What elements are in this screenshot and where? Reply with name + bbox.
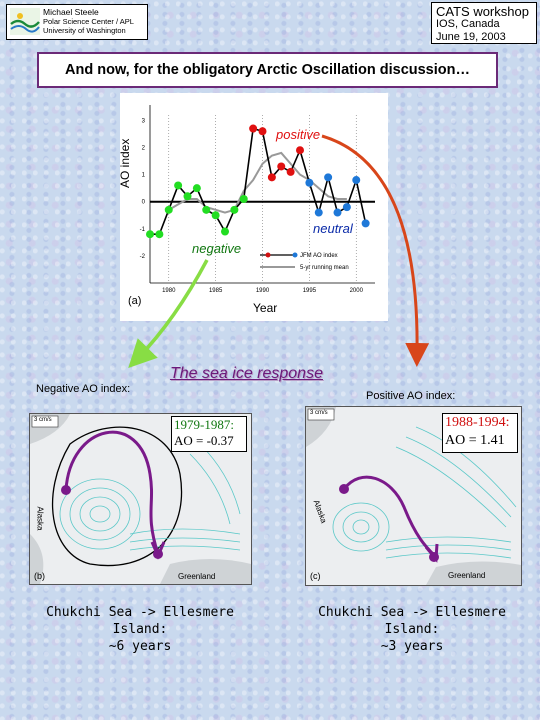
y-tick-label: 1 <box>142 173 146 179</box>
running-mean-line <box>168 151 347 214</box>
ao-chart-panel: 1980 1985 1990 1995 2000 -2 -1 0 1 2 3 JFM AO inde… <box>118 93 388 321</box>
neutral-label: neutral <box>313 221 353 236</box>
y-tick-label: 2 <box>142 146 146 152</box>
author-university: University of Washington <box>43 26 126 35</box>
data-point-blue <box>324 173 333 182</box>
greenland-label-b: Greenland <box>178 572 216 581</box>
scale-label-c: 3 cm/s <box>310 410 328 416</box>
author-affiliation: Polar Science Center / APL <box>43 17 134 26</box>
y-tick-label: 3 <box>142 118 146 124</box>
x-tick-label: 1985 <box>209 288 223 294</box>
positive-caption-route: Chukchi Sea -> Ellesmere Island: <box>318 605 506 637</box>
period-ao-b: AO = -0.37 <box>174 433 234 448</box>
slide-title: And now, for the obligatory Arctic Oscil… <box>37 52 498 88</box>
period-years-b: 1979-1987: <box>174 417 234 432</box>
data-point-green <box>174 181 183 190</box>
legend-marker-red <box>265 252 271 258</box>
data-point-blue <box>314 208 323 217</box>
negative-ao-heading: Negative AO index: <box>36 383 131 395</box>
positive-arrow <box>321 134 430 367</box>
x-tick-label: 1980 <box>162 288 176 294</box>
x-tick-label: 1990 <box>256 288 270 294</box>
positive-caption-duration: ~3 years <box>380 639 444 654</box>
greenland-label-c: Greenland <box>448 571 486 580</box>
period-box-c: 1988-1994: AO = 1.41 <box>442 413 518 453</box>
data-point-blue <box>352 176 361 185</box>
legend-marker-blue <box>292 252 298 258</box>
data-point-blue <box>361 219 370 228</box>
legend-label-mean: 5-yr running mean <box>300 265 349 271</box>
data-point-green <box>202 205 211 214</box>
data-point-red <box>249 124 258 133</box>
event-name: CATS workshop <box>436 4 529 19</box>
event-location: IOS, Canada <box>436 18 500 30</box>
data-point-red <box>258 127 267 136</box>
x-tick-label: 2000 <box>350 288 364 294</box>
data-point-red <box>277 162 286 171</box>
negative-arrow <box>128 259 209 369</box>
negative-ao-drift-map: 3 cm/s 1979-1987: AO = -0.37 Alaska Gree… <box>29 413 252 585</box>
positive-label: positive <box>276 127 321 142</box>
data-point-green <box>155 230 164 239</box>
event-date: June 19, 2003 <box>436 31 506 43</box>
ao-index-chart: 1980 1985 1990 1995 2000 -2 -1 0 1 2 3 JFM AO inde… <box>140 105 375 294</box>
data-point-green <box>221 227 229 236</box>
x-axis-label: Year <box>253 301 278 315</box>
y-tick-label: 0 <box>142 200 146 206</box>
period-years-c: 1988-1994: <box>445 415 510 430</box>
data-point-blue <box>305 178 314 187</box>
data-point-green <box>146 230 154 239</box>
chart-panel-label: (a) <box>128 295 142 307</box>
drift-map-b <box>30 414 251 584</box>
author-box: Michael Steele Polar Science Center / AP… <box>6 4 148 40</box>
y-tick-label: -1 <box>140 227 146 233</box>
panel-label-c: (c) <box>310 571 321 581</box>
data-point-blue <box>333 208 342 217</box>
x-tick-label: 1995 <box>303 288 317 294</box>
negative-caption-duration: ~6 years <box>108 639 172 654</box>
data-point-red <box>286 167 295 176</box>
data-point-green <box>183 192 192 201</box>
period-box-b: 1979-1987: AO = -0.37 <box>171 416 247 452</box>
panel-label-b: (b) <box>34 571 45 581</box>
positive-caption: Chukchi Sea -> Ellesmere Island: ~3 year… <box>287 604 537 655</box>
period-ao-c: AO = 1.41 <box>445 433 505 448</box>
legend-label-ao: JFM AO index <box>300 253 338 259</box>
data-point-red <box>296 146 304 155</box>
author-name: Michael Steele <box>43 7 99 17</box>
event-box: CATS workshop IOS, Canada June 19, 2003 <box>431 2 537 44</box>
y-tick-label: -2 <box>140 254 146 260</box>
data-point-blue <box>342 203 351 212</box>
scale-label-b: 3 cm/s <box>34 417 52 423</box>
positive-ao-heading: Positive AO index: <box>366 390 456 402</box>
sea-ice-response-title: The sea ice response <box>170 365 323 382</box>
psc-logo-icon <box>10 8 40 35</box>
alaska-label-b: Alaska <box>35 506 45 531</box>
negative-caption-route: Chukchi Sea -> Ellesmere Island: <box>46 605 234 637</box>
data-point-red <box>267 173 276 182</box>
data-point-green <box>192 184 201 193</box>
negative-caption: Chukchi Sea -> Ellesmere Island: ~6 year… <box>15 604 265 655</box>
data-point-green <box>239 195 248 203</box>
negative-label: negative <box>192 241 242 256</box>
data-point-green <box>211 211 220 220</box>
data-point-green <box>164 205 173 214</box>
positive-ao-drift-map: 3 cm/s 1988-1994: AO = 1.41 Alaska Green… <box>305 406 522 586</box>
data-point-green <box>230 205 239 214</box>
